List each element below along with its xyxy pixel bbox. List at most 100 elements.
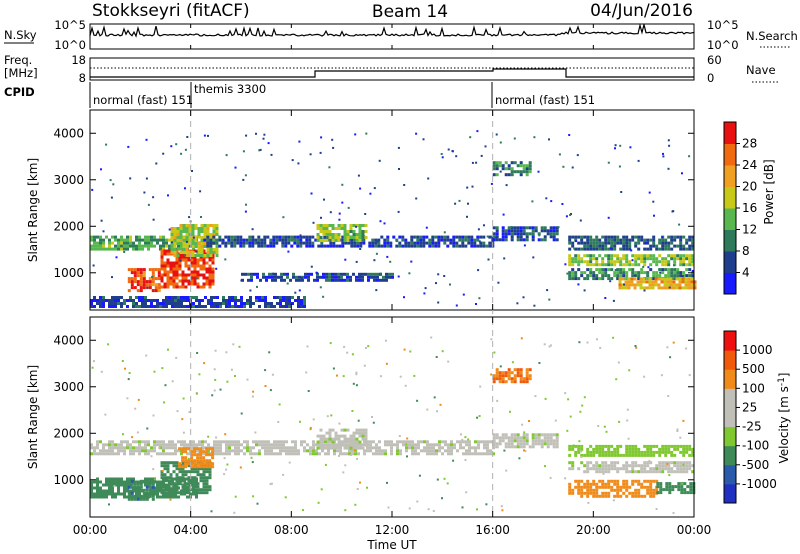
heatmap-cell — [688, 467, 692, 471]
heatmap-cell — [231, 440, 234, 444]
heatmap-cell — [162, 247, 165, 251]
heatmap-cell — [329, 241, 333, 245]
heatmap-cell — [655, 467, 659, 471]
heatmap-cell — [601, 467, 605, 471]
heatmap-cell — [364, 236, 368, 239]
heatmap-cell — [649, 485, 653, 489]
heatmap-cell — [667, 260, 671, 264]
heatmap-cell — [114, 235, 117, 239]
heatmap-cell — [202, 482, 206, 486]
heatmap-cell — [129, 446, 132, 450]
nsky-tick-top: 10^5 — [54, 18, 86, 32]
heatmap-cell — [184, 465, 188, 469]
heatmap-cell — [619, 444, 623, 448]
heatmap-cell — [239, 244, 243, 248]
heatmap-cell — [285, 449, 288, 453]
heatmap-cell — [661, 470, 665, 474]
heatmap-cell — [261, 299, 264, 302]
heatmap-cell — [162, 238, 165, 242]
heatmap-cell — [648, 459, 651, 462]
heatmap-cell — [616, 470, 620, 474]
heatmap-cell — [213, 449, 216, 453]
heatmap-cell — [145, 354, 148, 357]
heatmap-cell — [675, 286, 679, 290]
heatmap-cell — [144, 235, 147, 239]
heatmap-cell — [568, 263, 572, 267]
heatmap-cell — [543, 436, 547, 440]
heatmap-cell — [602, 472, 605, 475]
power-colorbar-tick-label: 24 — [742, 158, 757, 172]
heatmap-cell — [291, 440, 294, 444]
heatmap-cell — [510, 232, 514, 236]
heatmap-cell — [142, 286, 146, 290]
heatmap-cell — [138, 452, 141, 456]
heatmap-cell — [144, 296, 147, 299]
heatmap-cell — [601, 241, 605, 245]
heatmap-cell — [159, 443, 162, 447]
heatmap-cell — [233, 511, 236, 514]
heatmap-cell — [142, 494, 146, 498]
heatmap-cell — [648, 191, 651, 194]
heatmap-cell — [679, 464, 683, 468]
heatmap-cell — [313, 278, 316, 282]
heatmap-cell — [434, 235, 438, 239]
heatmap-cell — [270, 305, 273, 308]
heatmap-cell — [604, 254, 608, 258]
heatmap-cell — [598, 494, 602, 498]
heatmap-cell — [166, 252, 170, 256]
heatmap-cell — [190, 482, 194, 486]
heatmap-cell — [432, 443, 435, 447]
heatmap-cell — [170, 145, 173, 148]
heatmap-cell — [691, 464, 695, 468]
heatmap-cell — [111, 495, 114, 499]
heatmap-cell — [170, 251, 174, 254]
heatmap-cell — [399, 375, 402, 378]
heatmap-cell — [167, 348, 169, 351]
heatmap-cell — [428, 241, 432, 245]
heatmap-cell — [208, 488, 212, 492]
heatmap-cell — [577, 467, 581, 471]
heatmap-cell — [303, 305, 306, 308]
heatmap-cell — [145, 488, 149, 492]
heatmap-cell — [90, 238, 93, 242]
heatmap-cell — [346, 428, 350, 432]
heatmap-cell — [519, 170, 523, 174]
heatmap-cell — [589, 461, 593, 465]
heatmap-cell — [685, 447, 689, 451]
heatmap-cell — [673, 447, 677, 451]
heatmap-cell — [215, 254, 219, 257]
heatmap-cell — [682, 450, 686, 454]
heatmap-cell — [658, 238, 662, 242]
heatmap-cell — [410, 241, 414, 245]
heatmap-cell — [187, 264, 191, 268]
heatmap-cell — [215, 233, 219, 236]
heatmap-cell — [555, 442, 559, 446]
heatmap-cell — [193, 282, 197, 286]
heatmap-cell — [678, 277, 682, 281]
heatmap-cell — [628, 247, 632, 251]
heatmap-cell — [175, 479, 179, 483]
heatmap-cell — [219, 446, 222, 450]
heatmap-cell — [343, 227, 347, 230]
heatmap-cell — [643, 241, 647, 245]
heatmap-cell — [205, 470, 209, 474]
heatmap-cell — [333, 449, 336, 453]
heatmap-cell — [686, 491, 690, 495]
heatmap-cell — [216, 302, 219, 305]
heatmap-cell — [297, 302, 300, 305]
heatmap-cell — [592, 277, 596, 281]
heatmap-cell — [199, 190, 202, 193]
heatmap-cell — [361, 446, 365, 450]
heatmap-cell — [619, 485, 623, 489]
heatmap-cell — [571, 488, 575, 492]
heatmap-cell — [290, 235, 294, 239]
heatmap-cell — [659, 491, 663, 495]
heatmap-cell — [370, 275, 373, 279]
heatmap-cell — [138, 296, 141, 299]
heatmap-cell — [510, 433, 514, 437]
heatmap-cell — [568, 274, 572, 278]
heatmap-cell — [319, 434, 323, 438]
heatmap-cell — [93, 238, 96, 242]
heatmap-cell — [685, 470, 689, 474]
heatmap-cell — [604, 247, 608, 251]
